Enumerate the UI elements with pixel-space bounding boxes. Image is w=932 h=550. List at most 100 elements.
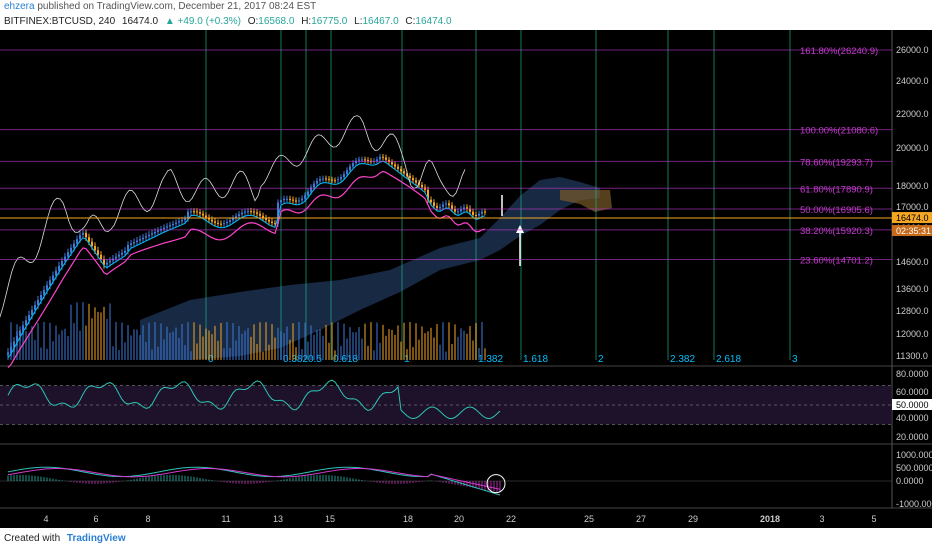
candle-body (274, 222, 276, 224)
volume-bar (307, 341, 309, 360)
macd-histogram-bar (220, 481, 222, 482)
volume-bar (229, 347, 231, 360)
macd-histogram-bar (451, 481, 453, 485)
volume-bar (403, 322, 405, 360)
candle-body (433, 202, 435, 206)
candle-body (208, 217, 210, 220)
volume-bar (142, 325, 144, 360)
macd-histogram-bar (115, 481, 117, 483)
volume-bar (376, 322, 378, 360)
macd-histogram-bar (97, 481, 99, 484)
volume-bar (10, 322, 12, 360)
candle-body (472, 211, 474, 216)
volume-bar (31, 326, 33, 360)
candle-body (292, 199, 294, 201)
candle-body (124, 250, 126, 253)
volume-bar (301, 349, 303, 360)
macd-histogram-bar (355, 478, 357, 481)
candle-body (109, 260, 111, 263)
x-axis-label: 6 (93, 514, 98, 524)
volume-bar (391, 329, 393, 360)
volume-bar (253, 324, 255, 360)
macd-histogram-bar (58, 479, 60, 481)
macd-histogram-bar (199, 477, 201, 481)
candle-body (289, 198, 291, 200)
price-axis-tick: 12800.0 (896, 306, 929, 316)
candle-body (331, 179, 333, 181)
macd-histogram-bar (265, 481, 267, 483)
volume-bar (259, 322, 261, 360)
volume-bar (274, 337, 276, 360)
volume-bar (337, 322, 339, 360)
candle-body (85, 232, 87, 238)
macd-histogram-bar (91, 481, 93, 484)
volume-bar (73, 323, 75, 360)
volume-bar (427, 331, 429, 360)
publish-info: published on TradingView.com, December 2… (37, 1, 317, 12)
candle-body (211, 219, 213, 222)
tradingview-logo[interactable]: TradingView (66, 533, 126, 544)
macd-histogram-bar (145, 477, 147, 481)
volume-bar (367, 345, 369, 360)
volume-bar (310, 325, 312, 360)
candle-body (397, 166, 399, 169)
volume-bar (118, 349, 120, 360)
candle-body (400, 168, 402, 172)
candle-body (157, 230, 159, 232)
volume-bar (151, 349, 153, 360)
macd-histogram-bar (397, 481, 399, 484)
volume-bar (166, 326, 168, 360)
macd-histogram-bar (187, 476, 189, 481)
macd-line (7, 466, 501, 496)
arrow-up-head (516, 225, 524, 233)
volume-bar (397, 325, 399, 360)
volume-bar (262, 351, 264, 360)
volume-bar (466, 333, 468, 360)
candle-body (136, 240, 138, 243)
candle-body (463, 207, 465, 210)
publisher-username[interactable]: ehzera (4, 1, 35, 12)
symbol-legend: BITFINEX:BTCUSD, 240 16474.0 ▲ +49.0 (+0… (0, 14, 932, 30)
candle-body (364, 159, 366, 161)
candle-body (355, 160, 357, 164)
candle-body (25, 320, 27, 326)
footer: Created with TradingView (0, 528, 932, 550)
macd-histogram-bar (37, 476, 39, 481)
candle-body (451, 205, 453, 209)
macd-histogram-bar (25, 475, 27, 481)
kijun-line (7, 170, 486, 369)
candle-body (142, 237, 144, 240)
fib-level-label: 23.60%(14701.2) (800, 256, 873, 267)
volume-bar (163, 339, 165, 360)
volume-bar (40, 347, 42, 360)
candle-body (34, 304, 36, 310)
macd-histogram-bar (133, 479, 135, 481)
macd-histogram-bar (304, 475, 306, 481)
candle-body (379, 156, 381, 160)
volume-bar (52, 341, 54, 360)
volume-bar (64, 328, 66, 360)
candle-body (184, 218, 186, 221)
price-change: ▲ +49.0 (+0.3%) (164, 16, 241, 27)
volume-bar (430, 327, 432, 360)
macd-histogram-bar (292, 477, 294, 481)
macd-histogram-bar (472, 481, 474, 488)
footer-created: Created with (4, 533, 61, 544)
macd-histogram-bar (76, 481, 78, 483)
volume-bar (91, 318, 93, 360)
macd-histogram-bar (415, 481, 417, 483)
candle-body (376, 159, 378, 161)
x-axis-label: 15 (325, 514, 335, 524)
candle-body (76, 239, 78, 244)
macd-histogram-bar (208, 479, 210, 481)
candle-body (457, 211, 459, 213)
countdown-box (892, 225, 932, 237)
candle-body (283, 198, 285, 201)
volume-bar (412, 347, 414, 360)
macd-histogram-bar (412, 481, 414, 483)
macd-histogram-bar (79, 481, 81, 484)
macd-histogram-bar (166, 474, 168, 481)
macd-histogram-bar (334, 475, 336, 481)
